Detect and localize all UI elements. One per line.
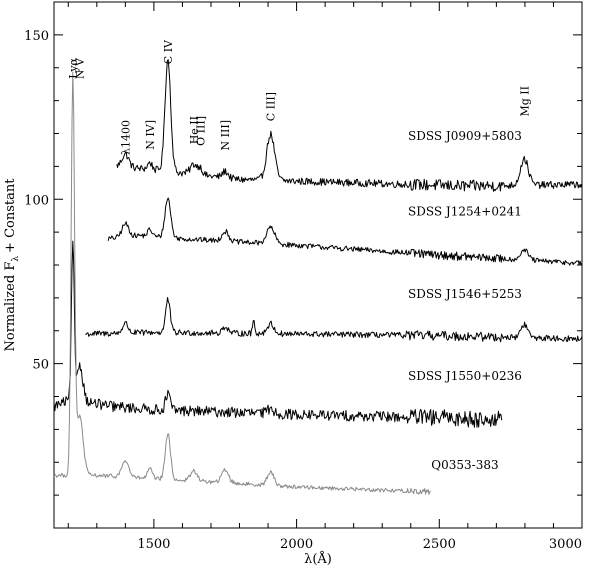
- spectra-series: [53, 59, 583, 495]
- plot-frame: [53, 1, 583, 529]
- y-axis-title-suffix: + Constant: [3, 178, 18, 253]
- y-axis-title-subscript: λ: [11, 256, 21, 262]
- spectrum-name-label: SDSS J1550+0236: [408, 369, 522, 383]
- spectrum-line: [85, 297, 583, 343]
- y-axis-title-main: Normalized F: [3, 262, 18, 352]
- emission-line-label: Mg II: [518, 86, 531, 117]
- spectrum-name-label: SDSS J1546+5253: [408, 287, 522, 301]
- spectrum-name-label: Q0353-383: [431, 458, 498, 472]
- spectrum-line: [53, 240, 503, 428]
- y-axis-title: Normalized Fλ + Constant: [3, 178, 21, 352]
- x-tick-label: 1500: [137, 537, 170, 552]
- emission-line-label: He II: [188, 116, 201, 144]
- spectrum-name-label: SDSS J1254+0241: [408, 205, 522, 219]
- spectrum-name-label: SDSS J0909+5803: [408, 129, 522, 143]
- spectrum-line: [53, 71, 431, 495]
- x-tick-label: 3000: [549, 537, 582, 552]
- emission-line-label: C IV: [162, 39, 175, 64]
- tick-marks: [54, 1, 583, 528]
- emission-line-label: O III]: [194, 116, 207, 146]
- x-tick-label: 2000: [280, 537, 313, 552]
- emission-line-label: N III]: [219, 120, 232, 150]
- emission-line-label: N V: [74, 57, 87, 79]
- x-tick-label: 2500: [423, 537, 456, 552]
- y-tick-label: 50: [32, 358, 49, 373]
- spectrum-name-labels: SDSS J0909+5803 SDSS J1254+0241 SDSS J1546…: [408, 129, 522, 472]
- x-axis-title: λ(Å): [304, 551, 332, 567]
- emission-line-label: N IV]: [144, 120, 157, 150]
- emission-line-label: Lyα: [67, 57, 80, 78]
- y-tick-label: 100: [24, 193, 49, 208]
- emission-line-label: λ1400: [119, 120, 132, 155]
- spectrum-line: [107, 197, 583, 266]
- tick-labels: 1500 2000 2500 3000 50 100 150: [24, 29, 582, 552]
- y-tick-label: 150: [24, 29, 49, 44]
- emission-line-label: C III]: [265, 92, 278, 121]
- spectrum-line: [116, 59, 583, 192]
